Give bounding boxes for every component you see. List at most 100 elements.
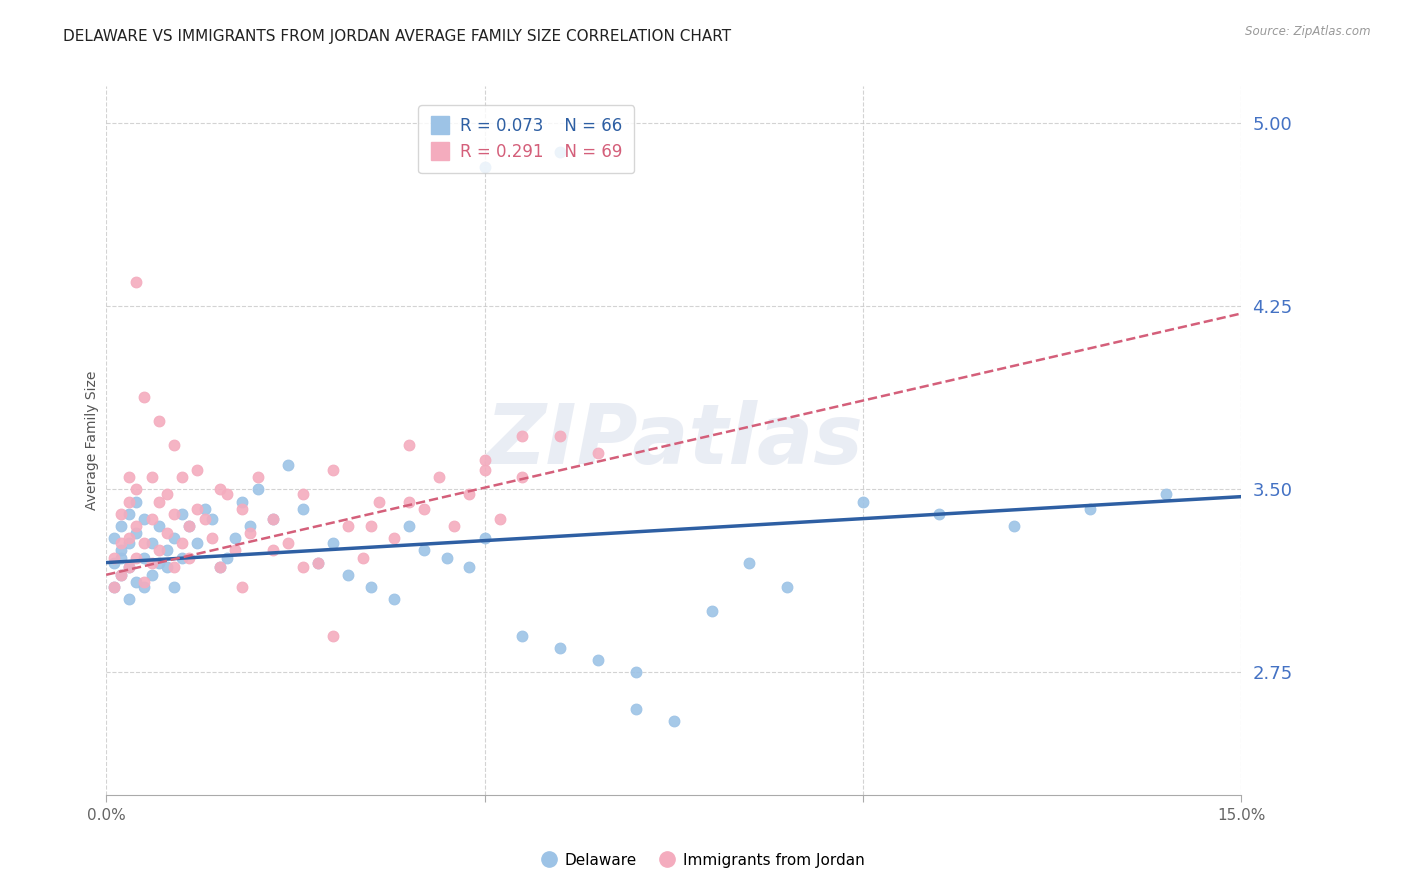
Point — [700, 604, 723, 618]
Legend: Delaware, Immigrants from Jordan: Delaware, Immigrants from Jordan — [536, 847, 870, 873]
Point — [118, 536, 141, 550]
Point — [170, 550, 193, 565]
Point — [148, 494, 170, 508]
Point — [291, 501, 314, 516]
Point — [148, 543, 170, 558]
Point — [382, 592, 405, 607]
Point — [474, 453, 496, 467]
Point — [231, 580, 253, 594]
Point — [170, 536, 193, 550]
Point — [141, 470, 163, 484]
Point — [186, 501, 208, 516]
Point — [179, 550, 201, 565]
Y-axis label: Average Family Size: Average Family Size — [86, 371, 100, 510]
Point — [110, 507, 132, 521]
Point — [186, 463, 208, 477]
Point — [125, 575, 148, 590]
Point — [1078, 501, 1101, 516]
Point — [163, 531, 186, 545]
Point — [512, 428, 534, 442]
Point — [141, 567, 163, 582]
Point — [179, 519, 201, 533]
Point — [291, 487, 314, 501]
Point — [186, 536, 208, 550]
Point — [291, 560, 314, 574]
Point — [246, 470, 269, 484]
Point — [367, 494, 389, 508]
Point — [224, 543, 246, 558]
Point — [110, 536, 132, 550]
Point — [103, 556, 125, 570]
Point — [103, 550, 125, 565]
Point — [118, 531, 141, 545]
Point — [337, 519, 360, 533]
Point — [163, 560, 186, 574]
Point — [436, 550, 458, 565]
Point — [170, 507, 193, 521]
Point — [110, 550, 132, 565]
Point — [132, 390, 155, 404]
Point — [163, 438, 186, 452]
Point — [170, 470, 193, 484]
Point — [110, 567, 132, 582]
Point — [662, 714, 685, 729]
Point — [118, 560, 141, 574]
Point — [156, 543, 179, 558]
Point — [217, 550, 239, 565]
Point — [239, 519, 262, 533]
Point — [141, 511, 163, 525]
Point — [201, 531, 224, 545]
Point — [512, 629, 534, 643]
Point — [360, 580, 382, 594]
Point — [239, 526, 262, 541]
Point — [156, 526, 179, 541]
Point — [132, 575, 155, 590]
Point — [443, 519, 465, 533]
Point — [125, 519, 148, 533]
Point — [148, 519, 170, 533]
Point — [118, 592, 141, 607]
Point — [125, 550, 148, 565]
Point — [337, 567, 360, 582]
Point — [231, 501, 253, 516]
Point — [277, 536, 299, 550]
Point — [201, 511, 224, 525]
Point — [118, 470, 141, 484]
Point — [156, 560, 179, 574]
Text: ZIPatlas: ZIPatlas — [485, 400, 863, 481]
Point — [125, 483, 148, 497]
Point — [474, 463, 496, 477]
Legend: R = 0.073    N = 66, R = 0.291    N = 69: R = 0.073 N = 66, R = 0.291 N = 69 — [419, 105, 634, 173]
Point — [208, 483, 231, 497]
Point — [231, 494, 253, 508]
Point — [110, 519, 132, 533]
Point — [208, 560, 231, 574]
Point — [103, 531, 125, 545]
Point — [488, 511, 510, 525]
Point — [224, 531, 246, 545]
Point — [776, 580, 799, 594]
Point — [586, 445, 609, 459]
Point — [322, 629, 344, 643]
Point — [360, 519, 382, 533]
Point — [125, 494, 148, 508]
Point — [262, 511, 284, 525]
Point — [458, 487, 481, 501]
Point — [398, 438, 420, 452]
Point — [132, 580, 155, 594]
Point — [110, 567, 132, 582]
Point — [548, 145, 571, 160]
Point — [148, 556, 170, 570]
Point — [179, 519, 201, 533]
Point — [217, 487, 239, 501]
Point — [132, 550, 155, 565]
Point — [132, 511, 155, 525]
Text: Source: ZipAtlas.com: Source: ZipAtlas.com — [1246, 25, 1371, 38]
Point — [1154, 487, 1177, 501]
Point — [398, 519, 420, 533]
Point — [548, 641, 571, 656]
Point — [307, 556, 329, 570]
Point — [125, 275, 148, 289]
Point — [624, 702, 647, 716]
Point — [163, 580, 186, 594]
